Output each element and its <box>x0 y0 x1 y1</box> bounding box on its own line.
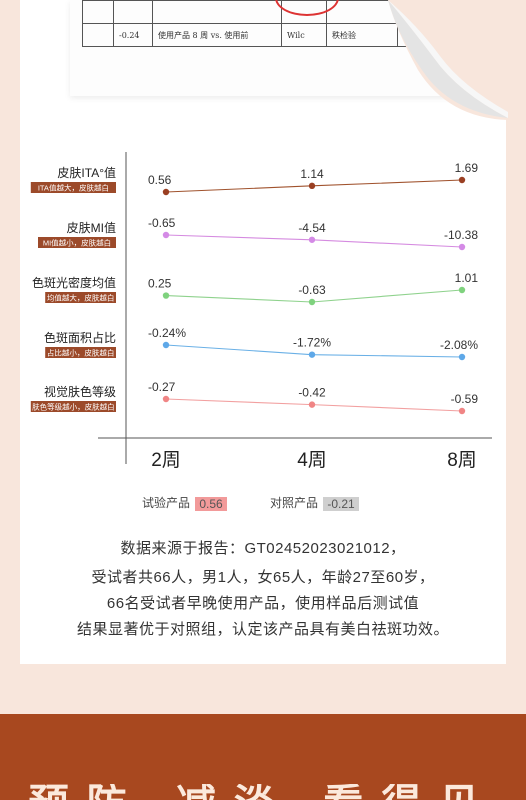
data-label: -0.59 <box>451 392 479 406</box>
series-note-badge <box>45 292 117 303</box>
data-point <box>308 236 316 243</box>
data-label: 1.01 <box>455 271 479 285</box>
line-chart: 皮肤ITA°值 ITA值越大，皮肤越白 0.56 1.14 1.69 皮肤MI值 MI值越小… <box>30 152 492 471</box>
data-label: -2.08% <box>440 338 478 352</box>
series-name: 视觉肤色等级 <box>44 384 116 399</box>
data-label: -0.65 <box>148 216 176 230</box>
data-point <box>162 395 170 403</box>
series-note-badge <box>30 401 116 412</box>
bottom-banner <box>0 714 526 800</box>
report-value: -0.24 <box>113 23 153 47</box>
data-label: -1.72% <box>293 336 331 350</box>
legend-label-test: 试验产品 <box>142 496 191 510</box>
data-label: 0.56 <box>148 173 172 187</box>
data-point <box>458 407 466 415</box>
series-note: MI值越小，皮肤越白 <box>43 238 111 248</box>
data-point <box>162 231 170 239</box>
data-point <box>308 401 316 408</box>
data-point <box>162 292 170 299</box>
data-label: -0.42 <box>298 386 326 400</box>
series-name: 皮肤ITA°值 <box>57 165 116 180</box>
bottom-title: 预防·减淡·看得见 <box>0 784 526 800</box>
data-label: 1.14 <box>300 167 324 181</box>
x-tick-label: 4周 <box>297 450 327 471</box>
legend-item-test: 试验产品 0.56 <box>142 494 227 511</box>
series-note-badge <box>45 347 117 358</box>
series-note-badge <box>38 237 116 248</box>
caption-line-1: 数据来源于报告：GT02452023021012， <box>120 540 406 557</box>
content-card <box>20 0 506 664</box>
report-test: 秩检验 <box>326 23 398 47</box>
data-point <box>458 353 466 361</box>
series-note: 肤色等级越小，皮肤越白 <box>32 402 115 412</box>
data-label: -0.63 <box>298 283 326 297</box>
data-point <box>162 188 170 196</box>
series-note: 均值越大，皮肤越白 <box>47 293 115 303</box>
series-name: 色斑面积占比 <box>44 330 116 345</box>
data-point <box>458 286 466 294</box>
series-name: 皮肤MI值 <box>67 220 116 235</box>
data-point <box>308 182 316 190</box>
data-label: -0.27 <box>148 380 176 394</box>
page-curl <box>388 0 508 120</box>
x-tick-label: 2周 <box>151 450 181 471</box>
data-label: 1.69 <box>455 161 479 175</box>
caption-line-3: 66名受试者早晚使用产品，使用样品后测试值 <box>106 595 420 612</box>
data-point <box>308 298 316 306</box>
legend-value-test: 0.56 <box>195 496 227 511</box>
data-point <box>308 351 316 358</box>
data-point <box>458 243 466 251</box>
report-comparison: 使用产品 8 周 vs. 使用前 <box>152 23 282 47</box>
data-point <box>458 176 466 184</box>
data-label: 0.25 <box>148 277 172 291</box>
data-point <box>162 341 170 349</box>
caption-line-2: 受试者共66人，男1人，女65人，年龄27至60岁， <box>91 569 435 586</box>
series-name: 色斑光密度均值 <box>32 275 116 290</box>
series-note: ITA值越大，皮肤越白 <box>38 183 109 193</box>
caption-line-4: 结果显著优于对照组，认定该产品具有美白祛斑功效。 <box>76 621 449 638</box>
data-label: -4.54 <box>298 221 326 235</box>
data-label: -0.24% <box>148 326 186 340</box>
legend-value-control: -0.21 <box>323 496 359 511</box>
legend-label-control: 对照产品 <box>270 496 319 510</box>
legend-item-control: 对照产品 -0.21 <box>270 494 359 511</box>
data-label: -10.38 <box>444 228 478 242</box>
series-note-badge <box>30 182 116 193</box>
series-note: 占比越小，皮肤越白 <box>47 348 115 358</box>
x-tick-label: 8周 <box>447 450 477 471</box>
